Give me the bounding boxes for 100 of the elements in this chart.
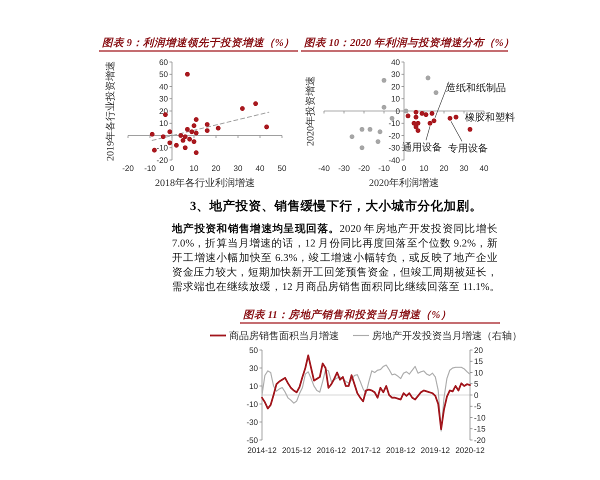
point [454, 114, 458, 120]
text: 3、地产投资、销售缓慢下行，大小城市分化加剧。 [190, 198, 482, 213]
point [376, 139, 380, 144]
x-tick-label: 2018-12 [386, 446, 416, 455]
point [424, 112, 428, 118]
y2-tick-label: 10 [474, 368, 484, 378]
y-tick-label: 20 [391, 82, 401, 92]
point [150, 132, 155, 137]
x-tick-label: 30 [234, 164, 243, 173]
y-tick-label: 10 [159, 119, 169, 128]
y2-tick-label: 0 [474, 390, 479, 400]
x-tick-label: 2019-12 [420, 446, 451, 455]
y-tick-label: 30 [391, 70, 401, 80]
point [382, 78, 386, 83]
y2-tick-label: -20 [474, 436, 486, 445]
x-tick-label: 2017-12 [351, 446, 382, 455]
y-tick-label: 0 [396, 106, 401, 116]
point [185, 72, 190, 77]
point [192, 139, 196, 144]
y-tick-label: 10 [391, 94, 401, 104]
x-tick-label: 2016-12 [316, 446, 347, 455]
point [204, 128, 210, 133]
y-tick-label: -10 [388, 119, 401, 128]
y2-tick-label: -10 [474, 413, 486, 422]
point [360, 126, 364, 132]
y-tick-label: 30 [249, 364, 259, 373]
x-tick-label: 30 [460, 164, 469, 173]
y-tick-label: -20 [156, 156, 169, 165]
point [182, 145, 188, 150]
annotation: 专用设备 [448, 142, 488, 154]
point [432, 118, 436, 124]
y-axis-title: 2019年各行业投资增速 [104, 61, 116, 161]
point [167, 129, 172, 134]
x-tick-label: 10 [190, 164, 199, 173]
x-tick-label: 40 [256, 164, 265, 173]
y-tick-label: -40 [388, 156, 401, 165]
annotation: 造纸和纸制品 [446, 82, 506, 94]
point [178, 133, 184, 138]
annotation: 通用设备 [402, 141, 442, 154]
y-tick-label: -50 [246, 436, 259, 445]
point [216, 126, 221, 131]
legend-label: 商品房销售面积当月增速 [229, 330, 339, 342]
point [185, 126, 190, 132]
point [240, 106, 245, 111]
y-tick-label: -10 [156, 144, 169, 153]
point [253, 101, 258, 106]
point [414, 110, 418, 115]
y2-tick-label: 15 [474, 357, 484, 366]
chart-title: 图表 11：房地产销售和投资当月增速（%） [243, 308, 452, 321]
point [264, 124, 269, 130]
point [416, 120, 420, 126]
point [167, 140, 172, 146]
point [187, 136, 192, 142]
x-tick-label: 2014-12 [247, 446, 278, 455]
x-tick-label: 2015-12 [282, 446, 312, 455]
annotation: 橡胶和塑料 [465, 112, 515, 124]
point [420, 111, 424, 116]
y-axis-title: 2020年投资增速 [304, 76, 316, 146]
x-tick-label: -20 [358, 164, 370, 173]
x-tick-label: 2020-12 [455, 446, 486, 455]
point [152, 148, 157, 153]
y-tick-label: -10 [246, 400, 259, 409]
x-tick-label: 20 [212, 164, 221, 173]
point [350, 134, 354, 140]
point [182, 134, 188, 140]
point [378, 129, 382, 134]
y2-tick-label: -15 [474, 424, 486, 434]
point [428, 120, 432, 126]
point [426, 76, 430, 80]
point [448, 116, 452, 121]
x-tick-label: 0 [170, 164, 175, 173]
y-tick-label: -30 [246, 418, 259, 427]
y2-tick-label: 5 [474, 380, 479, 389]
point [404, 108, 408, 114]
y-tick-label: 30 [159, 94, 169, 104]
x-tick-label: -40 [318, 164, 330, 173]
point [468, 126, 472, 132]
legend-label: 房地产开发投资当月增速（右轴） [372, 330, 522, 342]
point [430, 111, 434, 116]
point [434, 90, 438, 96]
point [406, 114, 410, 118]
point [189, 129, 194, 134]
point [194, 117, 199, 122]
x-tick-label: 50 [278, 164, 287, 173]
point [204, 122, 210, 127]
x-axis-title: 2018年各行业利润增速 [155, 177, 255, 189]
x-axis-title: 2020年利润增速 [369, 177, 439, 189]
point [194, 130, 199, 136]
x-tick-label: 10 [420, 164, 429, 173]
point [368, 126, 372, 132]
y2-tick-label: 20 [474, 346, 484, 355]
point [194, 150, 199, 156]
chart-title: 图表 9：利润增速领先于投资增速（%） [102, 36, 295, 49]
y-tick-label: 50 [159, 70, 169, 80]
y-tick-label: -20 [388, 131, 401, 140]
point [180, 138, 186, 143]
y2-tick-label: -5 [474, 402, 482, 412]
point [414, 114, 418, 120]
y-tick-label: 40 [391, 58, 401, 67]
point [192, 123, 196, 128]
